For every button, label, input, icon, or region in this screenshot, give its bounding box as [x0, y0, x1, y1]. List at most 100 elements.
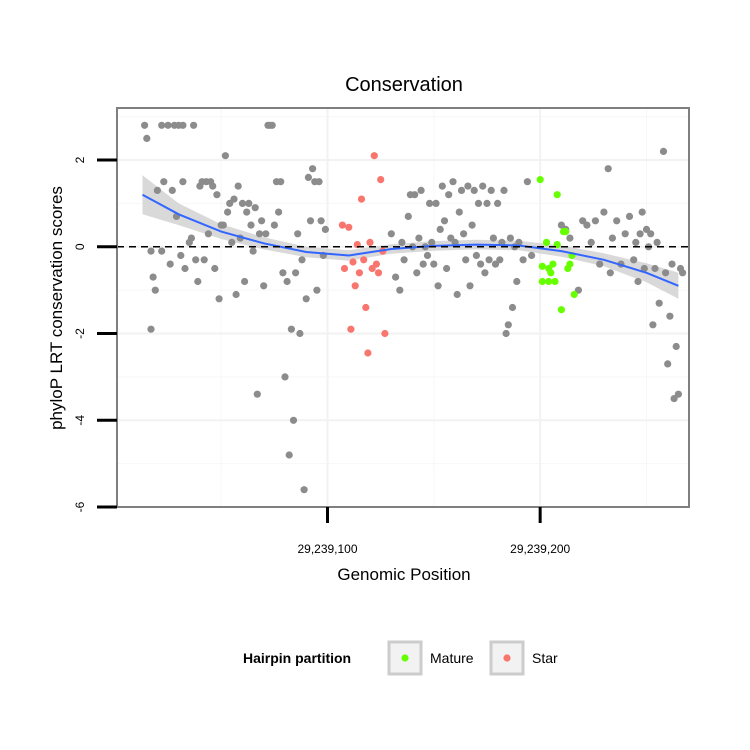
data-point [453, 290, 461, 299]
data-point [294, 230, 302, 238]
star-point [374, 269, 383, 277]
data-point [647, 230, 655, 238]
data-point [192, 256, 200, 264]
data-point [404, 212, 412, 220]
data-point [479, 182, 487, 190]
star-point [349, 258, 357, 266]
data-point [194, 277, 202, 286]
star-point [351, 282, 359, 290]
data-point [436, 225, 444, 233]
data-point [460, 230, 468, 238]
data-point [298, 256, 306, 264]
data-point [230, 195, 238, 203]
data-point [275, 208, 283, 216]
mature-point [553, 191, 561, 199]
data-point [519, 256, 527, 264]
data-point [502, 329, 510, 338]
data-point [251, 204, 259, 212]
data-point [464, 182, 472, 190]
data-point [674, 390, 683, 398]
star-point [377, 176, 385, 184]
data-point [481, 269, 489, 277]
data-point [477, 260, 485, 268]
data-point [438, 182, 446, 190]
data-point [513, 277, 521, 286]
data-point [398, 238, 406, 246]
data-point [268, 121, 276, 129]
data-point [209, 182, 217, 190]
data-point [245, 199, 253, 207]
data-point [528, 251, 536, 260]
legend-marker-mature [401, 654, 409, 662]
y-tick-label: -6 [73, 501, 87, 512]
data-point [504, 321, 512, 329]
data-point [204, 230, 212, 238]
data-point [262, 230, 270, 238]
mature-point [566, 260, 574, 268]
data-point [187, 234, 195, 242]
data-point [483, 199, 491, 207]
smooth-confidence-band [142, 175, 679, 299]
data-point [247, 221, 255, 229]
data-point [419, 260, 427, 268]
data-point [153, 186, 161, 194]
data-point [304, 173, 312, 181]
data-point [255, 230, 264, 238]
data-point [494, 199, 502, 207]
data-point [200, 256, 208, 264]
data-point [158, 121, 166, 129]
data-point [400, 256, 408, 264]
data-point [313, 286, 321, 294]
data-point [177, 251, 185, 260]
data-point [613, 217, 621, 225]
data-point [315, 178, 323, 186]
data-point [279, 269, 287, 277]
data-point [666, 312, 674, 320]
star-point [355, 269, 363, 277]
series-mature [536, 176, 578, 314]
data-point [566, 234, 574, 242]
data-point [296, 329, 304, 338]
smooth-line [142, 193, 679, 287]
data-point [417, 186, 425, 194]
x-tick-label: 29,239,200 [510, 542, 570, 556]
data-point [606, 269, 614, 277]
data-point [277, 178, 285, 186]
plot-panel [116, 107, 690, 508]
data-point [487, 186, 495, 194]
data-point [470, 186, 478, 194]
data-point [143, 134, 151, 142]
data-point [462, 256, 470, 264]
data-point [662, 269, 670, 277]
star-point [347, 325, 355, 333]
data-point [215, 295, 223, 303]
star-point [357, 195, 366, 203]
data-point [228, 238, 236, 246]
data-point [672, 342, 680, 351]
legend-title: Hairpin partition [243, 650, 351, 666]
data-point [234, 182, 242, 190]
legend: Hairpin partition Mature Star [243, 640, 558, 676]
data-point [411, 191, 419, 199]
data-point [270, 221, 278, 229]
data-point [168, 186, 176, 194]
data-point [224, 208, 232, 216]
data-point [432, 199, 440, 207]
data-point [457, 186, 466, 194]
data-point [289, 416, 298, 424]
data-point [638, 208, 646, 216]
y-tick-label: 0 [73, 243, 87, 250]
data-point [281, 373, 289, 381]
data-point [149, 273, 157, 281]
data-point [608, 234, 617, 242]
data-point [523, 178, 532, 186]
data-point [396, 286, 404, 294]
data-point [253, 390, 261, 398]
star-point [360, 256, 368, 264]
star-point [340, 264, 349, 273]
data-point [392, 273, 400, 281]
data-point [508, 303, 517, 312]
star-point [372, 260, 380, 268]
data-point [147, 325, 155, 333]
